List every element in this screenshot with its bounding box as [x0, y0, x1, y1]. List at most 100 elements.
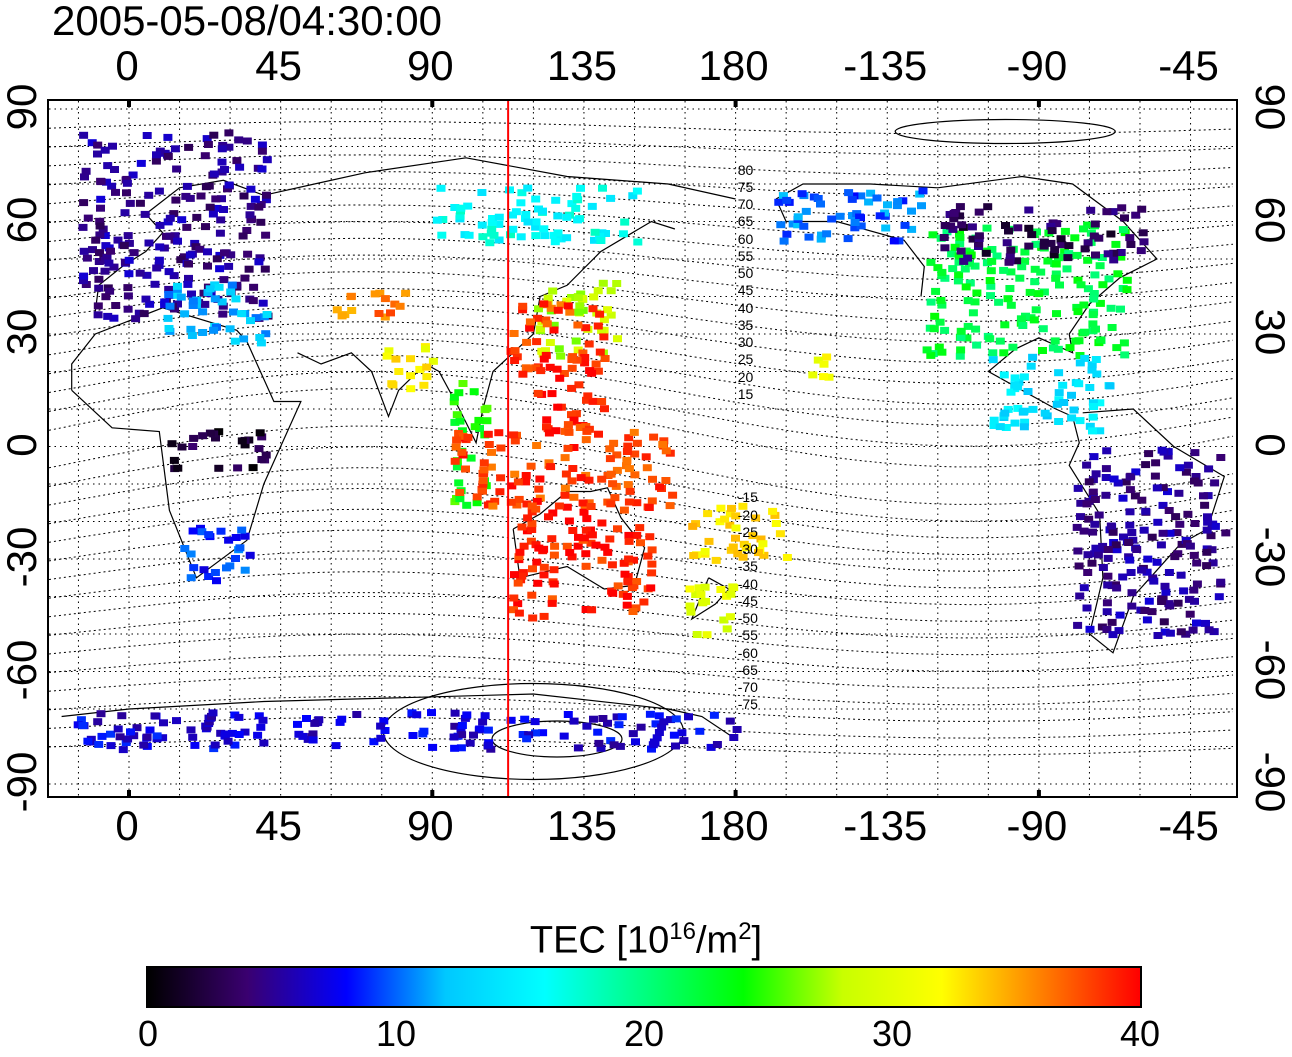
tec-pixel-canada-north	[949, 215, 959, 223]
tec-pixel-mediterranean	[163, 314, 173, 322]
tec-pixel-europe	[103, 312, 113, 320]
magnetic-latitude-label: -35	[737, 558, 758, 575]
tec-pixel-australia	[579, 534, 589, 542]
tec-pixel-north-america	[970, 298, 980, 306]
tec-pixel-australia	[623, 578, 633, 586]
magnetic-latitude-line	[49, 388, 1234, 468]
tec-pixel-north-america	[1122, 276, 1132, 284]
tec-pixel-south-america	[1087, 559, 1097, 567]
tec-pixel-north-america	[992, 252, 1002, 260]
tec-pixel-europe	[209, 170, 219, 178]
tec-pixel-north-america	[986, 282, 996, 290]
tec-pixel-north-america	[1083, 221, 1093, 229]
tec-pixel-south-america	[1202, 562, 1212, 570]
tec-pixel-australia	[562, 503, 572, 511]
tec-pixel-east-china	[559, 370, 569, 377]
tec-pixel-south-america	[1175, 464, 1185, 472]
tec-pixel-south-america	[1184, 595, 1194, 603]
tec-pixel-south-america	[1142, 616, 1152, 624]
tec-pixel-central-america	[1088, 413, 1098, 421]
tec-pixel-japan-korea	[578, 306, 588, 314]
frame-tick	[733, 101, 738, 107]
tec-pixel-antarctica	[118, 746, 128, 754]
tec-pixel-mediterranean	[225, 325, 235, 333]
tec-pixel-east-china	[591, 360, 601, 368]
tec-pixel-west-africa	[177, 443, 187, 451]
tec-pixel-central-america	[999, 371, 1009, 379]
tec-pixel-australia	[532, 558, 542, 566]
tec-pixel-south-america	[1179, 587, 1189, 595]
tec-pixel-philippines	[587, 369, 597, 377]
magnetic-latitude-line	[49, 550, 1234, 606]
tec-pixel-alaska	[892, 202, 902, 210]
tec-pixel-alaska	[774, 198, 784, 206]
magnetic-latitude-label: 50	[737, 265, 754, 281]
tec-pixel-south-america	[1158, 501, 1168, 509]
tec-pixel-south-africa	[189, 564, 199, 572]
tec-pixel-australia	[608, 589, 618, 597]
tec-pixel-indonesia-png	[632, 439, 642, 447]
tec-pixel-south-america	[1118, 494, 1128, 502]
tec-pixel-india	[421, 345, 430, 353]
tec-pixel-europe	[215, 229, 225, 237]
tec-pixel-south-america	[1090, 520, 1100, 528]
tec-pixel-north-america	[1113, 270, 1123, 278]
tec-pixel-australia	[624, 531, 634, 539]
tec-pixel-alaska	[816, 200, 825, 208]
tec-pixel-east-china	[567, 364, 577, 372]
tec-pixel-alaska	[894, 237, 904, 245]
tec-pixel-central-america	[1085, 422, 1095, 430]
tec-pixel-india	[428, 357, 438, 365]
magnetic-latitude-line	[49, 488, 1234, 555]
tec-pixel-alaska	[855, 213, 865, 221]
tec-pixel-central-america	[1088, 427, 1097, 435]
tec-pixel-north-america	[1048, 344, 1058, 352]
tec-pixel-antarctica	[647, 745, 656, 753]
tec-pixel-indonesia-png	[479, 459, 489, 467]
tec-pixel-southeast-asia	[462, 501, 472, 509]
magnetic-latitude-label: 75	[737, 178, 754, 195]
tec-pixel-europe	[139, 310, 149, 318]
tec-pixel-south-america	[1206, 532, 1216, 540]
tec-pixel-antarctica	[188, 733, 198, 741]
tec-pixel-south-america	[1181, 468, 1191, 476]
tec-pixel-europe	[217, 195, 226, 203]
tec-pixel-europe	[79, 247, 89, 255]
tec-pixel-antarctica	[190, 741, 200, 749]
tec-pixel-southeast-asia	[482, 404, 492, 412]
tec-pixel-europe	[125, 199, 135, 207]
left-latitude-tick-label: 90	[0, 83, 45, 131]
tec-pixel-south-america	[1190, 520, 1200, 527]
tec-pixel-europe	[212, 204, 222, 212]
tec-pixel-siberia	[494, 236, 504, 244]
tec-pixel-central-america	[1105, 382, 1115, 390]
tec-pixel-east-china	[510, 347, 520, 355]
tec-pixel-south-africa	[180, 545, 190, 552]
tec-pixel-indonesia-png	[606, 470, 616, 478]
tec-pixel-antarctica	[465, 739, 475, 747]
tec-pixel-india	[406, 385, 416, 393]
tec-pixel-south-america	[1176, 628, 1186, 636]
tec-pixel-siberia	[587, 202, 597, 210]
tec-pixel-japan-korea	[573, 294, 583, 302]
tec-pixel-south-america	[1101, 491, 1111, 499]
tec-pixel-antarctica	[573, 744, 583, 752]
tec-pixel-europe	[108, 142, 117, 150]
tec-pixel-south-america	[1176, 571, 1186, 579]
tec-pixel-europe	[172, 165, 182, 173]
tec-pixel-alaska	[907, 207, 916, 215]
tec-pixel-japan-korea	[567, 294, 576, 301]
tec-pixel-australia	[582, 515, 592, 523]
tec-pixel-canada-north	[1064, 242, 1074, 250]
tec-pixel-east-china	[542, 320, 552, 328]
tec-pixel-canada-north	[1046, 239, 1056, 247]
tec-pixel-south-america	[1216, 578, 1226, 586]
tec-pixel-europe	[79, 272, 89, 280]
bottom-longitude-tick-label: 135	[546, 802, 617, 849]
bottom-longitude-tick-label: -135	[843, 802, 928, 849]
tec-pixel-north-america	[1030, 265, 1040, 273]
magnetic-latitude-label: -75	[737, 696, 758, 713]
tec-pixel-antarctica	[480, 712, 490, 720]
tec-pixel-south-america	[1102, 447, 1112, 455]
tec-pixel-europe	[81, 281, 91, 288]
